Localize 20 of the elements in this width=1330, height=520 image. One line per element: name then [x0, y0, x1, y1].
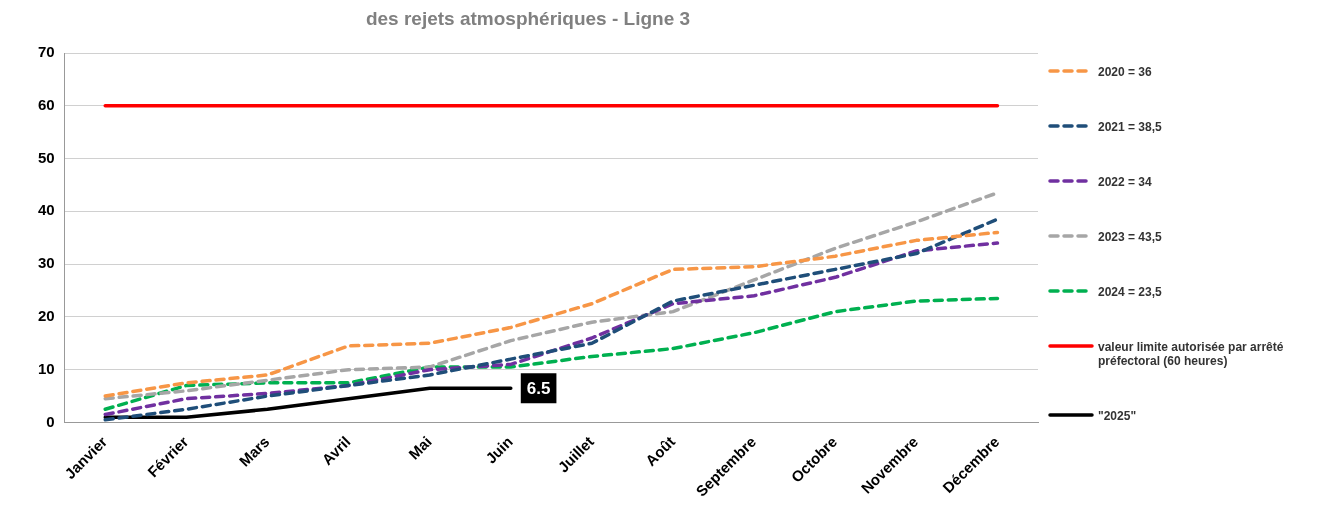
y-tick-label: 30: [38, 254, 55, 272]
y-tick-label: 70: [38, 43, 55, 61]
legend-label: 2023 = 43,5: [1098, 229, 1162, 244]
legend-label: "2025": [1098, 409, 1137, 424]
legend-label: 2022 = 34: [1098, 174, 1152, 189]
y-tick-label: 0: [46, 412, 55, 430]
legend-label: valeur limite autorisée par arrêté préfectoral (60 heures): [1098, 340, 1285, 369]
legend-label: 2021 = 38,5: [1098, 119, 1162, 134]
legend-label: 2020 = 36: [1098, 64, 1152, 79]
legend-label: 2024 = 23,5: [1098, 285, 1162, 300]
line-series: [103, 230, 1000, 398]
y-tick-label: 40: [38, 201, 55, 219]
chart-title: des rejets atmosphériques - Ligne 3: [364, 8, 692, 31]
y-tick-label: 50: [38, 148, 55, 166]
y-tick-label: 20: [38, 307, 55, 325]
y-tick-label: 10: [38, 359, 55, 377]
x-tick-label: Mai: [405, 432, 435, 463]
data-label: 6.5: [526, 378, 551, 398]
y-tick-label: 60: [38, 95, 55, 113]
line-series: [103, 296, 1000, 412]
